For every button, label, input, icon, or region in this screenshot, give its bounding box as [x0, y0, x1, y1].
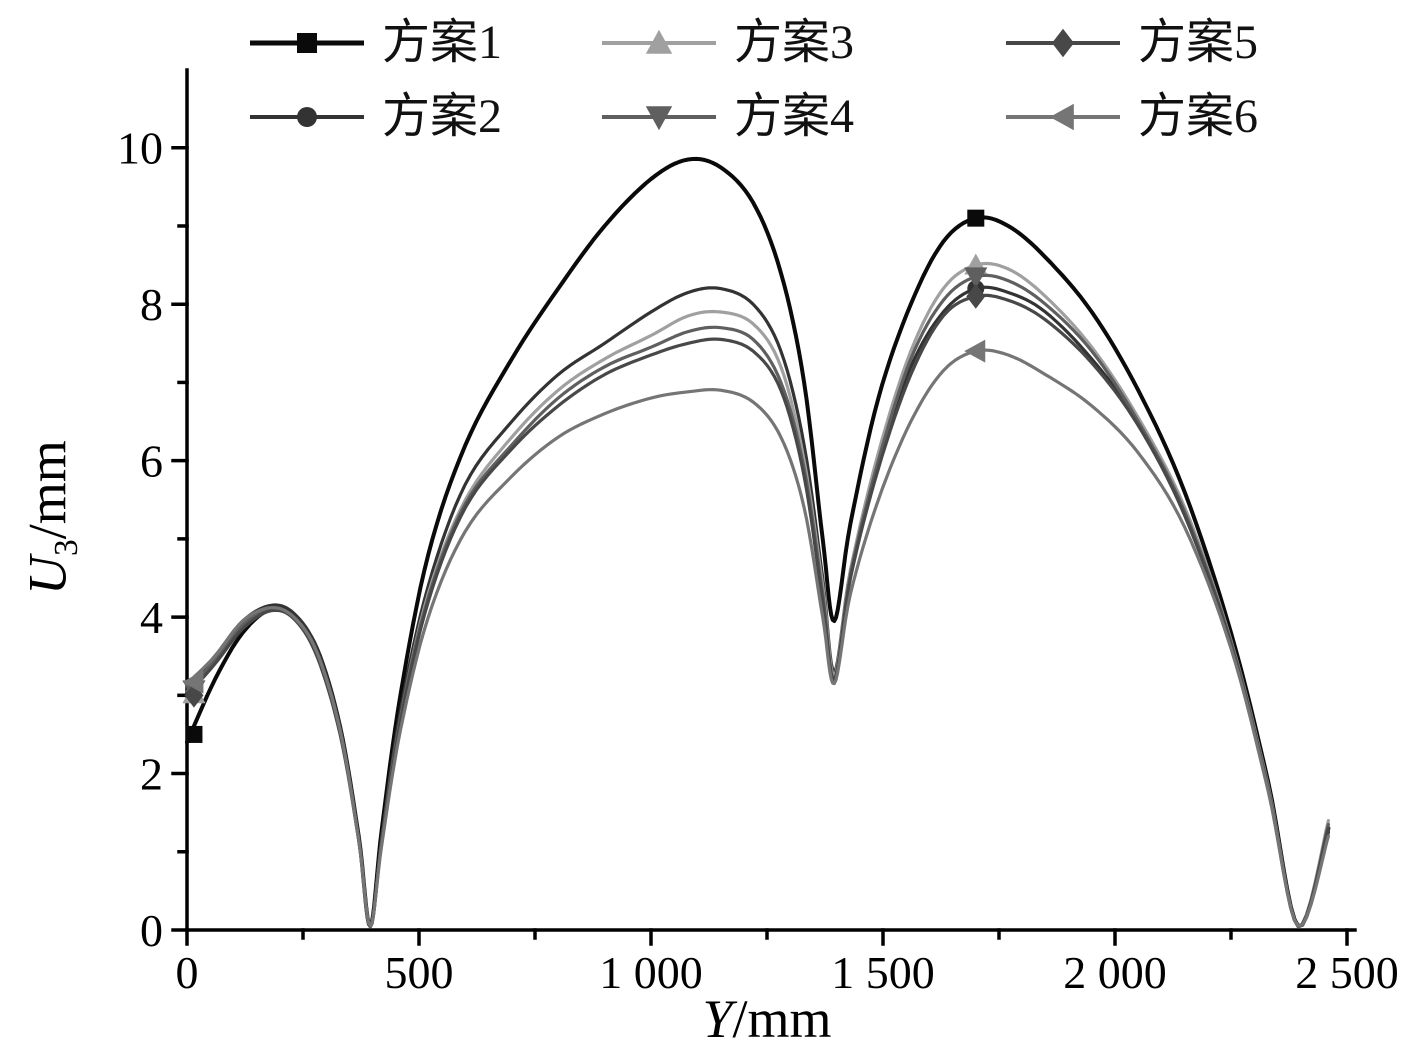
series-1-line [185, 156, 1331, 929]
legend-swatch [1006, 103, 1120, 131]
series-1 [185, 156, 1331, 929]
legend-label: 方案5 [1138, 16, 1259, 69]
y-axis-title-subscript: 3 [48, 539, 86, 557]
y-axis-title-unit: /mm [17, 440, 78, 540]
x-tick-label: 1 500 [831, 947, 935, 998]
x-axis-title-symbol: Y [702, 989, 733, 1049]
legend-item-3: 方案3 [600, 19, 1004, 67]
series-6-line [185, 348, 1330, 928]
square-marker-icon [185, 725, 203, 743]
y-tick-label: 6 [140, 436, 163, 487]
legend-label: 方案2 [382, 90, 503, 143]
y-axis-title-symbol: U [17, 556, 78, 596]
x-axis-title: Y/mm [187, 992, 1347, 1046]
x-tick-label: 1 000 [599, 947, 703, 998]
y-tick-label: 2 [140, 749, 163, 800]
legend-item-5: 方案5 [1004, 19, 1258, 67]
legend-swatch [1006, 28, 1120, 58]
tick-labels: 0 500 1 000 1 500 2 000 2 500 0 2 4 6 8 10 [117, 123, 1399, 998]
y-tick-label: 0 [140, 905, 163, 956]
x-tick-label: 2 500 [1295, 947, 1399, 998]
triangle-left-marker-icon [182, 670, 204, 694]
triangle-down-marker-icon [645, 106, 673, 131]
square-marker-icon [297, 33, 317, 53]
legend-item-4: 方案4 [600, 93, 1004, 141]
legend-swatch [602, 29, 716, 54]
legend-item-6: 方案6 [1004, 93, 1258, 141]
x-tick-label: 2 000 [1063, 947, 1167, 998]
triangle-down-marker-icon [964, 267, 988, 289]
y-axis-title: U3/mm [17, 368, 86, 668]
diamond-marker-icon [1052, 28, 1074, 58]
y-tick-label: 8 [140, 279, 163, 330]
diamond-marker-icon [966, 284, 986, 309]
legend-label: 方案1 [382, 16, 503, 69]
triangle-left-marker-icon [964, 339, 986, 363]
x-tick-label: 0 [176, 947, 199, 998]
legend-label: 方案4 [734, 90, 855, 143]
legend-label: 方案3 [734, 16, 855, 69]
series-6 [182, 339, 1330, 928]
legend-swatch [250, 107, 364, 127]
legend-label: 方案6 [1138, 90, 1259, 143]
series-4 [182, 267, 1330, 928]
legend-swatch [250, 33, 364, 53]
legend-item-2: 方案2 [248, 93, 600, 141]
y-tick-label: 10 [117, 123, 163, 174]
y-tick-label: 4 [140, 592, 163, 643]
legend-swatch [602, 106, 716, 131]
axes [171, 68, 1357, 946]
square-marker-icon [967, 209, 985, 227]
legend: 方案1 方案2 方案3 方案4 方案5 方案6 [248, 6, 1258, 154]
x-tick-label: 500 [385, 947, 454, 998]
circle-marker-icon [297, 107, 317, 127]
triangle-up-marker-icon [645, 29, 673, 54]
x-axis-title-unit: /mm [732, 989, 832, 1049]
triangle-left-marker-icon [1049, 103, 1074, 131]
legend-item-1: 方案1 [248, 19, 600, 67]
